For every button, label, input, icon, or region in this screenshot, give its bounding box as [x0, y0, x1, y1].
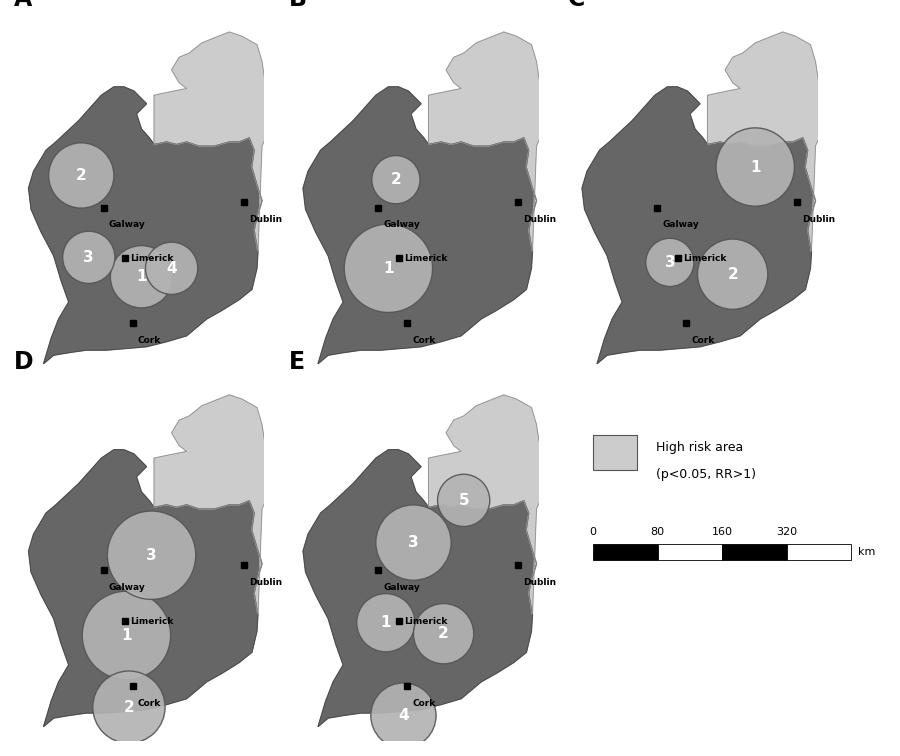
- Text: 2: 2: [76, 168, 86, 183]
- Text: Galway: Galway: [662, 220, 699, 229]
- Text: 3: 3: [409, 535, 419, 550]
- Polygon shape: [582, 87, 815, 364]
- Circle shape: [698, 239, 768, 309]
- Bar: [787, 544, 851, 560]
- Text: Cork: Cork: [691, 336, 715, 345]
- Text: 5: 5: [458, 493, 469, 508]
- Text: Galway: Galway: [383, 220, 420, 229]
- Bar: [593, 435, 637, 469]
- Text: Cork: Cork: [138, 699, 161, 708]
- Text: Galway: Galway: [109, 220, 146, 229]
- Text: High risk area: High risk area: [656, 441, 743, 454]
- Circle shape: [376, 505, 451, 580]
- Polygon shape: [428, 32, 546, 252]
- Circle shape: [356, 593, 415, 652]
- Text: 3: 3: [664, 255, 675, 270]
- Circle shape: [107, 511, 195, 600]
- Text: (p<0.05, RR>1): (p<0.05, RR>1): [656, 469, 756, 482]
- Text: 2: 2: [727, 267, 738, 282]
- Text: Cork: Cork: [412, 699, 436, 708]
- Polygon shape: [303, 450, 536, 727]
- Circle shape: [146, 242, 198, 294]
- Text: E: E: [288, 350, 304, 374]
- Text: 1: 1: [383, 261, 393, 276]
- Text: Dublin: Dublin: [249, 215, 282, 224]
- Text: Cork: Cork: [412, 336, 436, 345]
- Text: B: B: [288, 0, 306, 11]
- Text: Dublin: Dublin: [524, 215, 556, 224]
- Circle shape: [646, 238, 694, 287]
- Polygon shape: [29, 450, 262, 727]
- Text: Dublin: Dublin: [524, 578, 556, 587]
- Polygon shape: [428, 395, 546, 615]
- Polygon shape: [707, 32, 825, 252]
- Circle shape: [371, 683, 436, 748]
- Text: Limerick: Limerick: [130, 254, 174, 263]
- Text: 1: 1: [381, 615, 392, 631]
- Text: 3: 3: [146, 547, 157, 562]
- Polygon shape: [303, 87, 536, 364]
- Text: D: D: [14, 350, 33, 374]
- Text: 4: 4: [166, 261, 177, 276]
- Text: 3: 3: [84, 249, 94, 265]
- Text: 320: 320: [777, 528, 797, 538]
- Circle shape: [49, 143, 114, 208]
- Circle shape: [93, 671, 165, 743]
- Text: 2: 2: [123, 699, 134, 714]
- Text: 2: 2: [438, 626, 449, 641]
- Text: C: C: [567, 0, 585, 11]
- Polygon shape: [29, 87, 262, 364]
- Circle shape: [372, 156, 420, 204]
- Text: Limerick: Limerick: [404, 254, 448, 263]
- Text: 80: 80: [651, 528, 665, 538]
- Text: 0: 0: [590, 528, 597, 538]
- Polygon shape: [154, 395, 272, 615]
- Text: A: A: [14, 0, 32, 11]
- Bar: [658, 544, 722, 560]
- Text: 1: 1: [750, 160, 760, 175]
- Text: Limerick: Limerick: [130, 617, 174, 626]
- Circle shape: [716, 128, 795, 206]
- Text: Cork: Cork: [138, 336, 161, 345]
- Circle shape: [344, 224, 433, 312]
- Circle shape: [82, 591, 171, 680]
- Circle shape: [63, 231, 115, 284]
- Text: 2: 2: [391, 172, 401, 187]
- Text: Limerick: Limerick: [404, 617, 448, 626]
- Text: 1: 1: [122, 628, 131, 643]
- Circle shape: [111, 246, 173, 308]
- Text: Limerick: Limerick: [683, 254, 727, 263]
- Text: 1: 1: [136, 269, 147, 284]
- Text: 4: 4: [398, 708, 409, 723]
- Text: Dublin: Dublin: [803, 215, 835, 224]
- Text: Dublin: Dublin: [249, 578, 282, 587]
- Text: Galway: Galway: [383, 583, 420, 592]
- Text: 160: 160: [712, 528, 733, 538]
- Bar: [722, 544, 787, 560]
- Text: km: km: [858, 547, 875, 557]
- Circle shape: [437, 474, 490, 526]
- Text: Galway: Galway: [109, 583, 146, 592]
- Circle shape: [413, 603, 473, 664]
- Polygon shape: [154, 32, 272, 252]
- Bar: [593, 544, 658, 560]
